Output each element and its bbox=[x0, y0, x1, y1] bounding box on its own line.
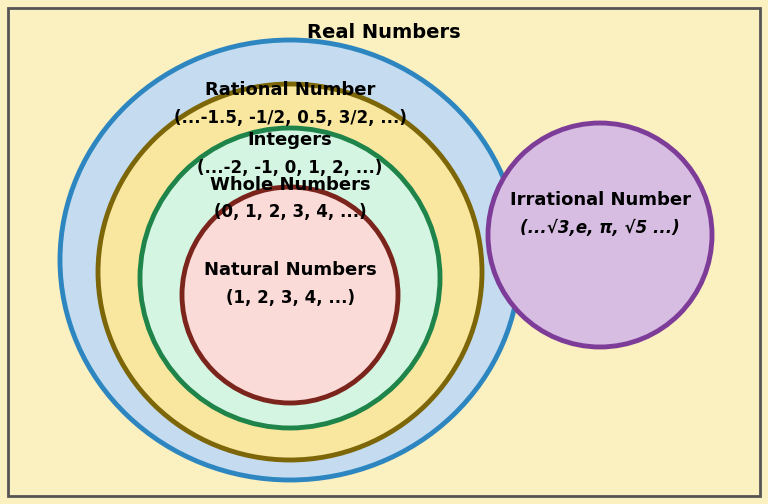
Text: (0, 1, 2, 3, 4, ...): (0, 1, 2, 3, 4, ...) bbox=[214, 203, 366, 221]
Text: Whole Numbers: Whole Numbers bbox=[210, 176, 370, 194]
Ellipse shape bbox=[60, 40, 520, 480]
Text: (...√3,e, π, √5 ...): (...√3,e, π, √5 ...) bbox=[520, 219, 680, 237]
Ellipse shape bbox=[488, 123, 712, 347]
Text: (...-1.5, -1/2, 0.5, 3/2, ...): (...-1.5, -1/2, 0.5, 3/2, ...) bbox=[174, 109, 406, 127]
Ellipse shape bbox=[140, 128, 440, 428]
Text: (...-2, -1, 0, 1, 2, ...): (...-2, -1, 0, 1, 2, ...) bbox=[197, 159, 382, 177]
Text: (1, 2, 3, 4, ...): (1, 2, 3, 4, ...) bbox=[226, 289, 355, 307]
Text: Integers: Integers bbox=[247, 131, 333, 149]
Text: Irrational Number: Irrational Number bbox=[509, 191, 690, 209]
Text: Natural Numbers: Natural Numbers bbox=[204, 261, 376, 279]
Ellipse shape bbox=[98, 84, 482, 460]
Ellipse shape bbox=[182, 187, 398, 403]
Text: Real Numbers: Real Numbers bbox=[307, 23, 461, 41]
Text: Rational Number: Rational Number bbox=[205, 81, 376, 99]
